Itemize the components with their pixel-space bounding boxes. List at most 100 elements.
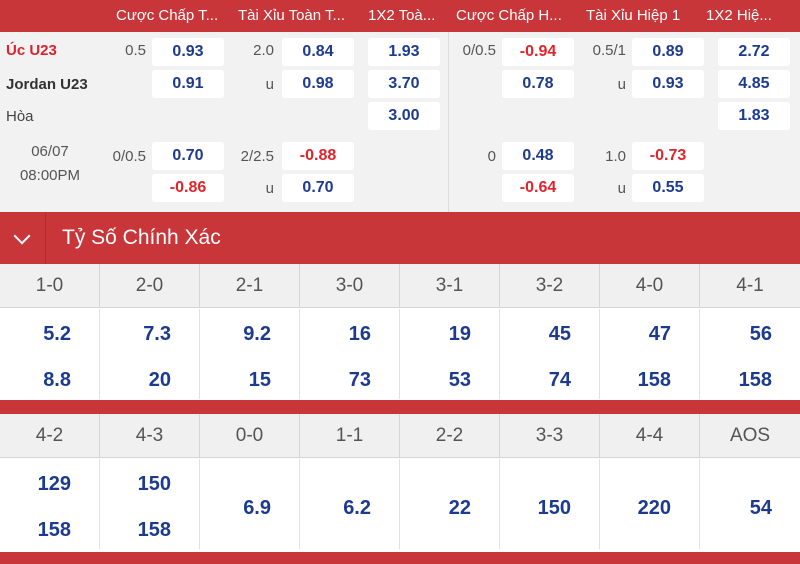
odds-header: Cược Chấp T... Tài Xỉu Toàn T... 1X2 Toà… [0,0,800,32]
match-date: 06/07 [31,143,69,160]
under-label: u [265,76,274,93]
score-odds-home[interactable]: 19 [448,323,471,345]
column-divider [448,32,449,212]
score-odds-home[interactable]: 47 [648,323,671,345]
draw-label: Hòa [6,108,34,125]
collapse-toggle[interactable] [0,212,46,264]
score-odds-draw[interactable]: 220 [637,497,671,519]
score-odds-away[interactable]: 158 [37,519,71,541]
alt-under-label: u [265,180,274,197]
score-odds-row-1: 5.2 8.8 7.3 20 9.2 15 16 73 19 53 45 74 47 158 … [0,309,800,399]
score-odds-away[interactable]: 158 [738,369,772,391]
score-odds-draw[interactable]: 150 [537,497,571,519]
score-odds-row-2: 129 158 150 158 6.9 6.2 22 150 220 54 [0,459,800,549]
half-alt-under-label: u [617,180,626,197]
odds-button-handicap-home[interactable]: 0.93 [152,38,224,66]
odds-button-alt-handicap-home[interactable]: 0.70 [152,142,224,170]
score-label: AOS [729,425,771,446]
score-label: 2-2 [400,414,500,458]
odds-button-half-handicap-home[interactable]: -0.94 [502,38,574,66]
score-label: 2-0 [100,264,200,308]
score-label: 4-1 [736,275,764,296]
odds-button-half-alt-under[interactable]: 0.55 [632,174,704,202]
half-ou-line: 0.5/1 [592,42,626,59]
away-team-name: Jordan U23 [6,76,88,93]
score-label: 4-4 [600,414,700,458]
handicap-line: 0.5 [125,42,146,59]
odds-button-alt-over[interactable]: -0.88 [282,142,354,170]
odds-button-handicap-away[interactable]: 0.91 [152,70,224,98]
odds-button-half-alt-handicap-home[interactable]: 0.48 [502,142,574,170]
score-odds-away[interactable]: 20 [148,369,171,391]
odds-button-half-over[interactable]: 0.89 [632,38,704,66]
score-label: 2-1 [200,264,300,308]
score-odds-draw[interactable]: 6.9 [243,497,271,519]
col-header-ou-half[interactable]: Tài Xỉu Hiệp 1 [586,7,681,24]
score-odds-away[interactable]: 158 [137,519,171,541]
score-odds-draw[interactable]: 22 [448,497,471,519]
odds-button-under[interactable]: 0.98 [282,70,354,98]
score-odds-away[interactable]: 15 [248,369,271,391]
score-odds-home[interactable]: 9.2 [243,323,271,345]
half-handicap-line: 0/0.5 [462,42,496,59]
score-odds-home[interactable]: 45 [548,323,571,345]
odds-button-1x2-draw[interactable]: 3.00 [368,102,440,130]
score-odds-away[interactable]: 53 [448,369,471,391]
score-header-row-1: 1-0 2-0 2-1 3-0 3-1 3-2 4-0 4-1 [0,264,800,308]
home-team-name: Úc U23 [6,42,57,59]
score-label: 0-0 [200,414,300,458]
score-label: 4-2 [0,414,100,458]
odds-button-over[interactable]: 0.84 [282,38,354,66]
score-label: 3-2 [500,264,600,308]
score-odds-home[interactable]: 16 [348,323,371,345]
score-odds-draw[interactable]: 6.2 [343,497,371,519]
odds-button-1x2-home[interactable]: 1.93 [368,38,440,66]
bottom-divider [0,552,800,564]
col-header-1x2-full[interactable]: 1X2 Toà... [368,7,436,24]
score-odds-home[interactable]: 56 [749,323,772,345]
score-odds-home[interactable]: 150 [137,473,171,495]
col-header-ou-full[interactable]: Tài Xỉu Toàn T... [238,7,346,24]
ou-line: 2.0 [253,42,274,59]
score-label: 3-3 [500,414,600,458]
odds-button-half-alt-handicap-away[interactable]: -0.64 [502,174,574,202]
section-title: Tỷ Số Chính Xác [62,226,221,249]
score-label: 4-3 [100,414,200,458]
score-label: 3-0 [300,264,400,308]
col-header-handicap-half[interactable]: Cược Chấp H... [456,7,562,24]
row-divider [0,400,800,414]
score-odds-away[interactable]: 73 [348,369,371,391]
score-label: 4-0 [600,264,700,308]
score-odds-home[interactable]: 5.2 [43,323,71,345]
half-alt-ou-line: 1.0 [605,148,626,165]
odds-button-half-under[interactable]: 0.93 [632,70,704,98]
col-header-handicap-full[interactable]: Cược Chấp T... [116,7,219,24]
odds-button-half-alt-over[interactable]: -0.73 [632,142,704,170]
odds-button-half-1x2-draw[interactable]: 1.83 [718,102,790,130]
correct-score-section-header[interactable]: Tỷ Số Chính Xác [0,212,800,264]
score-odds-aos[interactable]: 54 [749,497,772,519]
score-label: 3-1 [400,264,500,308]
score-odds-home[interactable]: 7.3 [143,323,171,345]
half-alt-handicap-line: 0 [487,148,496,165]
half-under-label: u [617,76,626,93]
score-label: 1-0 [0,264,100,308]
odds-button-1x2-away[interactable]: 3.70 [368,70,440,98]
score-odds-away[interactable]: 8.8 [43,369,71,391]
score-odds-away[interactable]: 74 [548,369,571,391]
odds-table: Úc U23 Jordan U23 Hòa 06/07 08:00PM 0.5 … [0,32,800,212]
alt-ou-line: 2/2.5 [240,148,274,165]
odds-button-alt-handicap-away[interactable]: -0.86 [152,174,224,202]
score-odds-away[interactable]: 158 [637,369,671,391]
score-label: 1-1 [300,414,400,458]
col-header-1x2-half[interactable]: 1X2 Hiệ... [706,7,772,24]
score-header-row-2: 4-2 4-3 0-0 1-1 2-2 3-3 4-4 AOS [0,414,800,458]
odds-button-half-1x2-away[interactable]: 4.85 [718,70,790,98]
score-odds-home[interactable]: 129 [37,473,71,495]
odds-button-half-handicap-away[interactable]: 0.78 [502,70,574,98]
odds-button-half-1x2-home[interactable]: 2.72 [718,38,790,66]
odds-button-alt-under[interactable]: 0.70 [282,174,354,202]
match-time: 08:00PM [19,167,81,184]
alt-handicap-line: 0/0.5 [112,148,146,165]
chevron-down-icon [13,227,31,245]
